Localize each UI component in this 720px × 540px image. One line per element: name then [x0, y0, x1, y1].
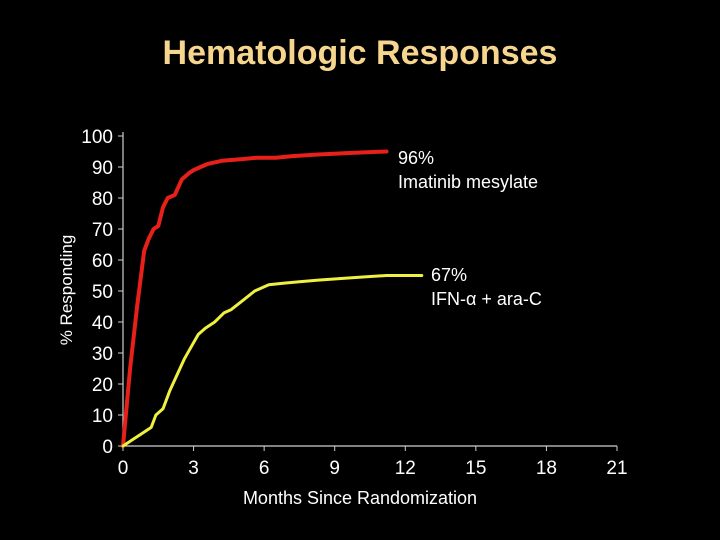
y-tick-label: 50	[92, 282, 113, 303]
x-tick-label: 12	[395, 458, 416, 479]
annotation-imatinib-label: Imatinib mesylate	[398, 172, 538, 192]
x-tick-label: 3	[188, 458, 199, 479]
y-tick-label: 100	[81, 127, 113, 148]
y-tick-label: 70	[92, 220, 113, 241]
series-group	[121, 149, 424, 448]
annotation-ifn-percent: 67%	[431, 265, 467, 285]
axes	[122, 132, 617, 447]
y-tick-label: 60	[92, 251, 113, 272]
x-axis-label: Months Since Randomization	[243, 488, 477, 508]
x-tick-label: 21	[606, 458, 627, 479]
annotation-imatinib-percent: 96%	[398, 148, 434, 168]
y-tick-label: 30	[92, 344, 113, 365]
x-tick-label: 15	[465, 458, 486, 479]
series-line-ifn-ara-c	[121, 274, 424, 448]
chart-title: Hematologic Responses	[162, 34, 558, 72]
x-tick-label: 0	[118, 458, 129, 479]
annotation-ifn-label: IFN-α + ara-C	[431, 289, 542, 309]
y-tick-label: 10	[92, 406, 113, 427]
y-tick-label: 0	[102, 437, 113, 458]
y-axis-label: % Responding	[57, 235, 76, 346]
x-tick-label: 9	[329, 458, 340, 479]
y-tick-label: 40	[92, 313, 113, 334]
x-tick-label: 18	[536, 458, 557, 479]
y-tick-label: 80	[92, 189, 113, 210]
y-ticks: 0 10 20 30 40 50 60 70 80 90 100	[81, 127, 123, 458]
y-tick-label: 90	[92, 158, 113, 179]
x-tick-label: 6	[259, 458, 270, 479]
series-line-imatinib	[121, 149, 389, 448]
x-ticks: 0 3 6 9 12 15 18 21	[118, 446, 628, 479]
y-tick-label: 20	[92, 375, 113, 396]
